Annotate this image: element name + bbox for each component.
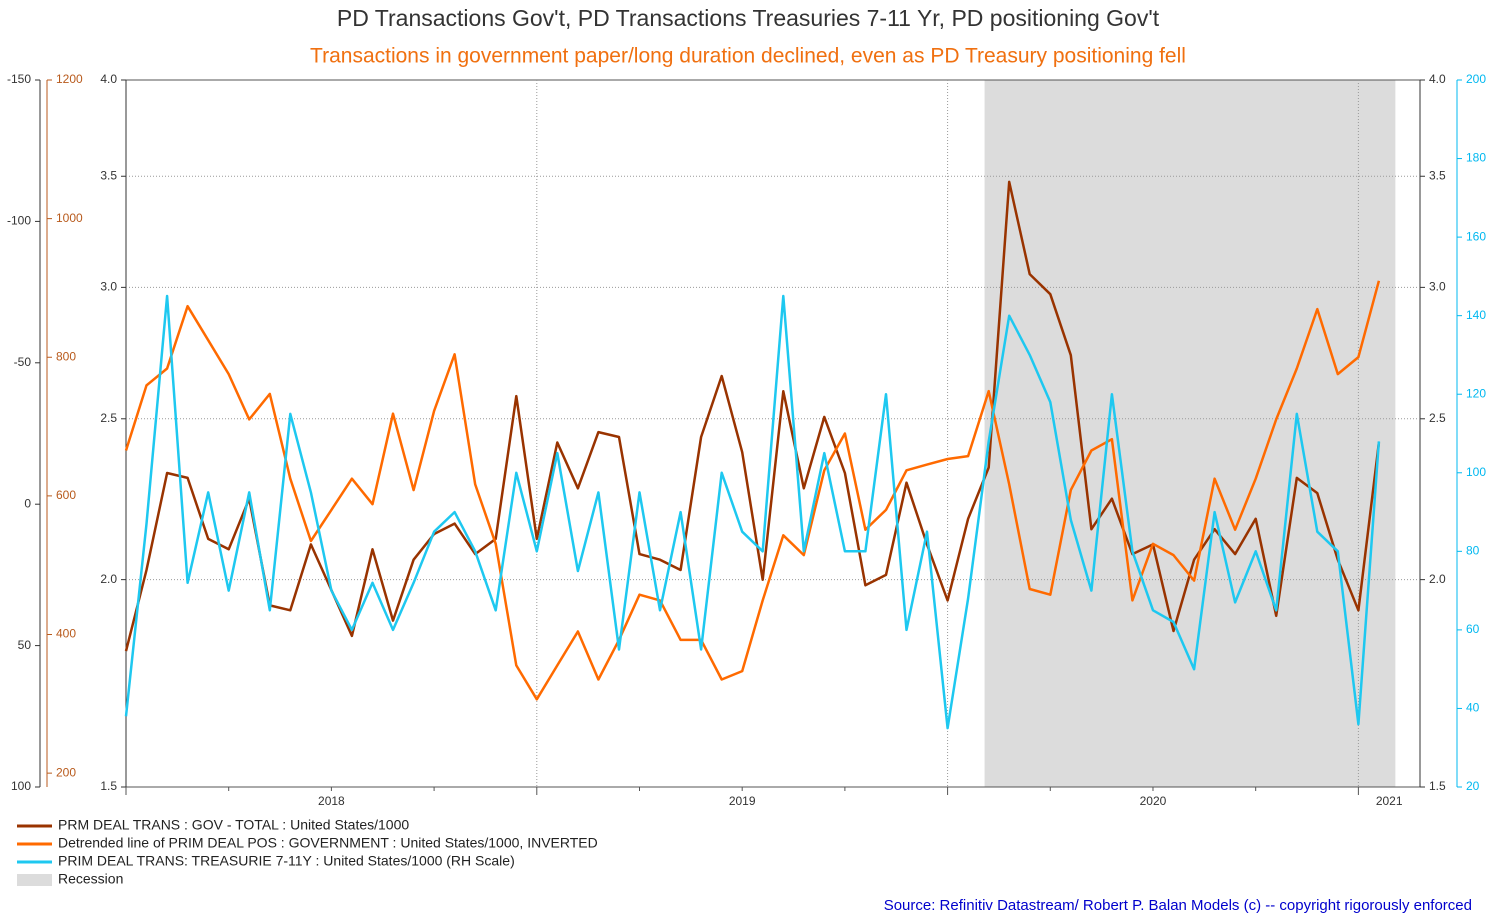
- legend-swatch: [17, 874, 52, 886]
- y-tick-label: 20: [1466, 779, 1480, 793]
- x-tick-label: 2021: [1376, 794, 1403, 808]
- chart-title: PD Transactions Gov't, PD Transactions T…: [337, 5, 1160, 31]
- y-tick-label: 80: [1466, 544, 1480, 558]
- y-tick-label: 2.0: [100, 572, 117, 586]
- y-tick-label: 40: [1466, 701, 1480, 715]
- y-tick-label: 100: [11, 779, 31, 793]
- series-line: [124, 280, 1381, 701]
- y-tick-label: 1.5: [100, 779, 117, 793]
- y-tick-label: 1000: [56, 211, 83, 225]
- y-tick-label: 3.0: [1429, 280, 1446, 294]
- y-tick-label: 140: [1466, 308, 1486, 322]
- y-tick-label: 600: [56, 488, 76, 502]
- y-tick-label: 120: [1466, 386, 1486, 400]
- x-tick-label: 2019: [729, 794, 756, 808]
- recession-band: [984, 80, 1396, 787]
- y-tick-label: 3.5: [1429, 168, 1446, 182]
- y-tick-label: 800: [56, 349, 76, 363]
- y-tick-label: -100: [7, 214, 31, 228]
- y-tick-label: 160: [1466, 229, 1486, 243]
- y-tick-label: 180: [1466, 151, 1486, 165]
- y-tick-label: 4.0: [100, 72, 117, 86]
- y-tick-label: 1200: [56, 72, 83, 86]
- y-tick-label: 200: [1466, 72, 1486, 86]
- y-tick-label: 1.5: [1429, 779, 1446, 793]
- y-tick-label: 2.5: [100, 411, 117, 425]
- y-tick-label: 4.0: [1429, 72, 1446, 86]
- x-tick-label: 2018: [318, 794, 345, 808]
- y-tick-label: 60: [1466, 622, 1480, 636]
- y-tick-label: 50: [18, 638, 32, 652]
- legend-label: PRM DEAL TRANS : GOV - TOTAL : United St…: [58, 817, 409, 833]
- y-tick-label: 3.0: [100, 280, 117, 294]
- series-line: [124, 294, 1381, 730]
- y-tick-label: 400: [56, 627, 76, 641]
- y-tick-label: 100: [1466, 465, 1486, 479]
- legend-label: PRIM DEAL TRANS: TREASURIE 7-11Y : Unite…: [58, 853, 515, 869]
- y-tick-label: 2.5: [1429, 411, 1446, 425]
- y-tick-label: -150: [7, 72, 31, 86]
- y-tick-label: 2.0: [1429, 572, 1446, 586]
- y-tick-label: 200: [56, 765, 76, 779]
- legend-label: Detrended line of PRIM DEAL POS : GOVERN…: [58, 835, 598, 851]
- chart-subtitle: Transactions in government paper/long du…: [310, 45, 1186, 68]
- legend-label: Recession: [58, 871, 123, 887]
- source-note: Source: Refinitiv Datastream/ Robert P. …: [884, 897, 1472, 914]
- y-tick-label: -50: [14, 355, 32, 369]
- y-tick-label: 3.5: [100, 168, 117, 182]
- x-tick-label: 2020: [1140, 794, 1167, 808]
- y-tick-label: 0: [24, 496, 31, 510]
